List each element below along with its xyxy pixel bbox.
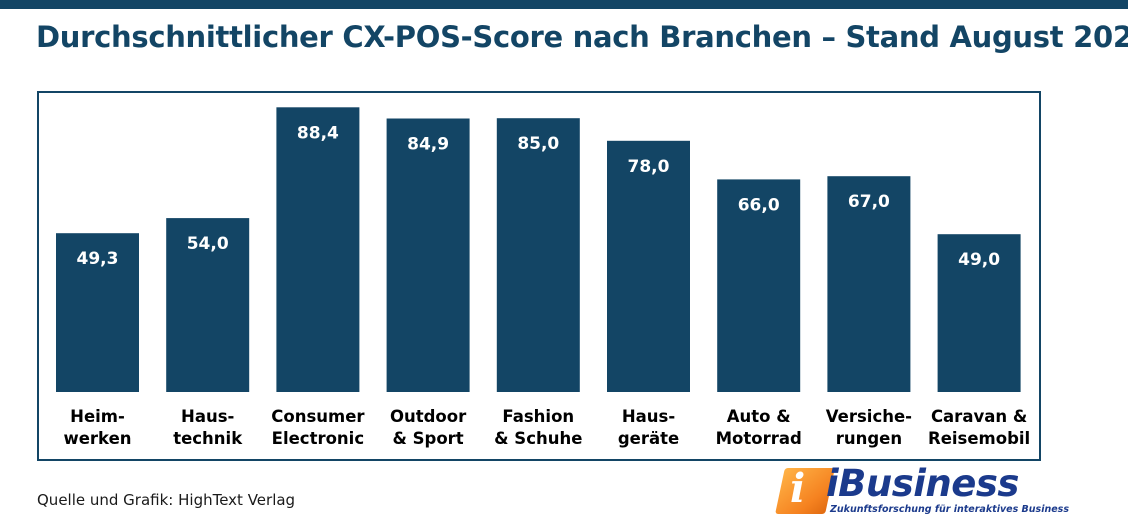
value-label-5: 78,0: [628, 157, 670, 177]
bar-8: [937, 234, 1021, 392]
value-label-3: 84,9: [407, 135, 449, 155]
bar-5: [607, 140, 690, 392]
category-label-6-line-0: Auto &: [727, 407, 791, 426]
category-label-3-line-0: Outdoor: [390, 407, 467, 426]
bar-0: [56, 233, 139, 392]
category-label-0-line-1: werken: [63, 429, 131, 448]
category-label-7-line-1: rungen: [836, 429, 902, 448]
logo-i-glyph: i: [790, 465, 806, 512]
category-label-0-line-0: Heim-: [70, 407, 125, 426]
value-label-4: 85,0: [517, 134, 559, 154]
category-label-2-line-1: Electronic: [272, 429, 364, 448]
category-label-3-line-1: & Sport: [392, 429, 463, 448]
category-label-4-line-0: Fashion: [502, 407, 574, 426]
value-label-1: 54,0: [187, 234, 229, 254]
category-label-1-line-0: Haus-: [181, 407, 234, 426]
source-note: Quelle und Grafik: HighText Verlag: [37, 491, 296, 509]
category-label-2-line-0: Consumer: [271, 407, 365, 426]
top-accent-bar: [0, 0, 1128, 9]
category-label-8-line-0: Caravan &: [931, 407, 1027, 426]
chart-title: Durchschnittlicher CX-POS-Score nach Bra…: [36, 20, 1128, 54]
category-label-6-line-1: Motorrad: [716, 429, 802, 448]
value-label-0: 49,3: [77, 249, 119, 269]
bar-6: [717, 179, 801, 392]
category-label-5-line-1: geräte: [618, 429, 679, 448]
value-label-2: 88,4: [297, 123, 339, 143]
chart-frame: 49,3 Heim-werken 54,0 Haus-technik 88,4 Consu…: [37, 91, 1041, 461]
bar-2: [276, 107, 360, 393]
ibusiness-logo: i iBusiness Zukunftsforschung für intera…: [775, 462, 1069, 522]
logo-tagline: Zukunftsforschung für interaktives Busin…: [830, 504, 1069, 515]
value-label-8: 49,0: [958, 250, 1000, 270]
category-label-1-line-1: technik: [173, 429, 243, 448]
category-label-8-line-1: Reisemobil: [928, 429, 1030, 448]
bar-3: [386, 118, 470, 392]
bar-4: [496, 118, 580, 392]
value-label-7: 67,0: [848, 192, 890, 212]
bar-7: [827, 176, 911, 392]
logo-wordmark: iBusiness: [826, 462, 1019, 505]
bar-chart: 49,3 Heim-werken 54,0 Haus-technik 88,4 Consu…: [56, 107, 1030, 448]
value-label-6: 66,0: [738, 195, 780, 215]
category-label-7-line-0: Versiche-: [826, 407, 912, 426]
category-label-4-line-1: & Schuhe: [494, 429, 582, 448]
category-label-5-line-0: Haus-: [622, 407, 675, 426]
bar-1: [166, 218, 250, 392]
